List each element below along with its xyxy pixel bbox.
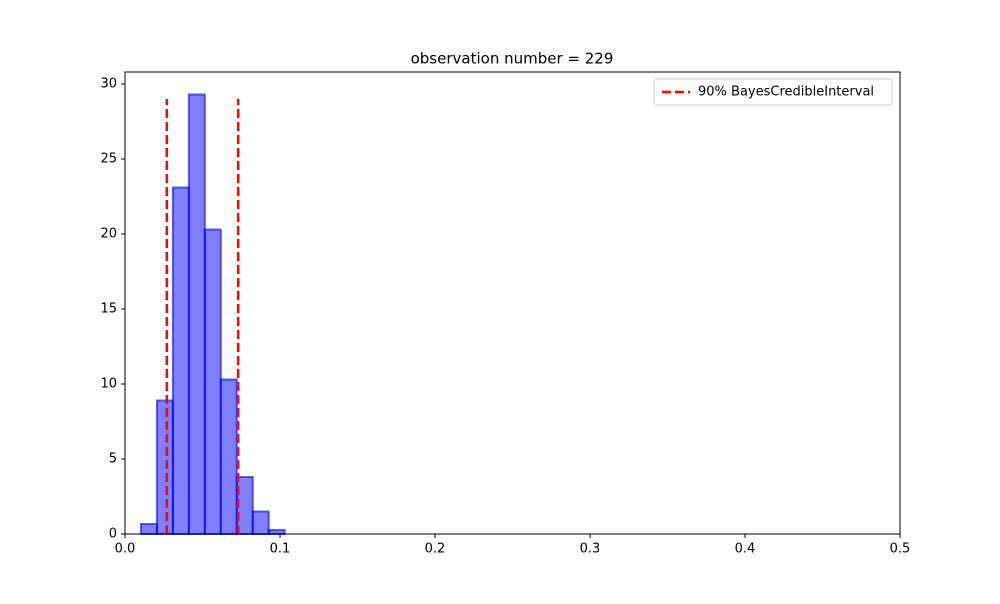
y-tick-label: 15 (100, 302, 117, 317)
bar (155, 399, 174, 535)
bar (219, 378, 238, 535)
x-tick-label: 0.0 (115, 542, 136, 557)
y-tick-label: 5 (109, 452, 117, 467)
bar (171, 186, 190, 535)
x-tick-label: 0.5 (890, 542, 911, 557)
y-tick-label: 20 (100, 227, 117, 242)
bar (267, 528, 286, 536)
x-tick-label: 0.4 (735, 542, 756, 557)
bar (203, 228, 222, 535)
y-tick-label: 25 (100, 152, 117, 167)
x-tick-label: 0.2 (425, 542, 446, 557)
legend-label: 90% BayesCredibleInterval (698, 85, 874, 100)
chart-title: observation number = 229 (411, 50, 614, 68)
bar (187, 93, 206, 535)
y-tick-label: 10 (100, 377, 117, 392)
plot-frame (124, 71, 901, 535)
x-tick-label: 0.3 (580, 542, 601, 557)
y-tick-label: 30 (100, 77, 117, 92)
y-tick-label: 0 (109, 527, 117, 542)
bar (251, 510, 270, 535)
legend-box (653, 78, 893, 106)
bar (139, 522, 158, 536)
x-tick-label: 0.1 (270, 542, 291, 557)
